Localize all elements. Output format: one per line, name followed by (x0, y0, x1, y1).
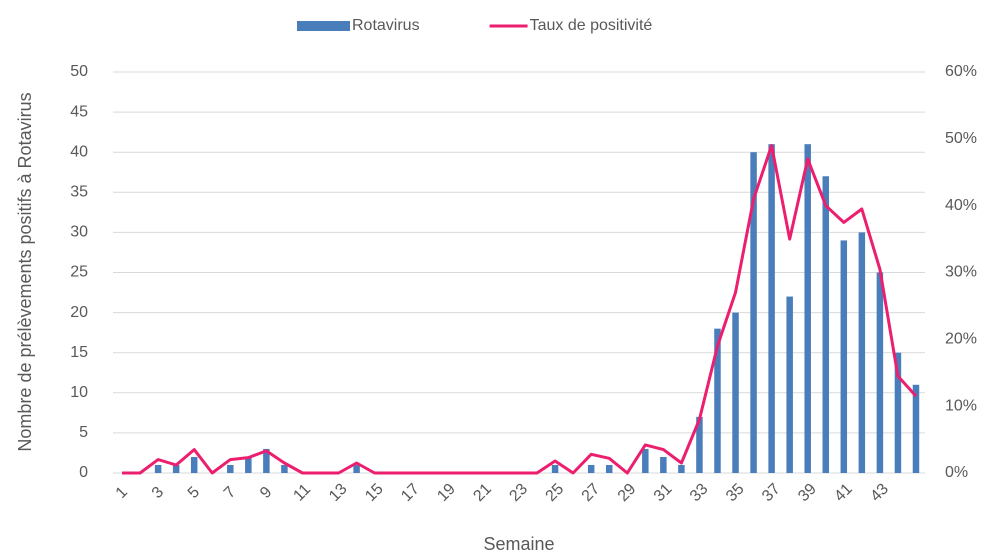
y2-tick-label: 40% (945, 197, 977, 214)
x-tick-label: 35 (723, 480, 748, 505)
bar (263, 448, 270, 473)
bar (696, 416, 703, 473)
x-tick-label: 37 (759, 480, 784, 505)
x-tick-label: 11 (290, 481, 314, 505)
bar (587, 464, 595, 473)
y2-tick-label: 0% (945, 464, 968, 481)
bar (804, 144, 811, 473)
x-tick-label: 5 (185, 484, 203, 502)
y-tick-label: 25 (70, 264, 88, 281)
bar (714, 328, 721, 473)
legend-label: Taux de positivité (530, 17, 653, 34)
bar (786, 296, 793, 473)
x-tick-label: 21 (470, 480, 495, 505)
bar (353, 464, 360, 473)
y2-tick-label: 50% (945, 130, 977, 147)
bar (822, 176, 830, 473)
x-tick-label: 7 (221, 484, 239, 502)
x-tick-label: 9 (257, 484, 275, 502)
x-tick-label: 25 (543, 480, 568, 505)
y-tick-label: 40 (70, 143, 88, 160)
y2-tick-label: 20% (945, 331, 977, 348)
y-tick-label: 30 (70, 224, 88, 241)
y-tick-label: 10 (70, 384, 88, 401)
bar (912, 384, 920, 473)
x-tick-label: 15 (362, 480, 387, 505)
bar (172, 464, 180, 473)
bar (227, 464, 234, 473)
legend-label: Rotavirus (352, 17, 420, 34)
y-tick-label: 0 (79, 464, 88, 481)
x-tick-label: 13 (326, 480, 351, 505)
x-tick-label: 23 (506, 480, 531, 505)
bar (154, 464, 162, 473)
y-tick-label: 15 (70, 344, 88, 361)
x-tick-label: 33 (687, 480, 712, 505)
bar (678, 464, 685, 473)
bar (858, 232, 866, 473)
y-tick-label: 35 (70, 184, 88, 201)
y-axis-title: Nombre de prélèvements positifs à Rotavi… (15, 92, 35, 451)
bar (768, 144, 775, 473)
x-tick-label: 41 (831, 480, 856, 505)
bar (281, 464, 288, 473)
bar (732, 312, 739, 473)
x-tick-label: 43 (867, 480, 892, 505)
y-tick-label: 5 (79, 424, 88, 441)
legend-swatch (297, 21, 350, 31)
x-tick-label: 27 (579, 480, 604, 505)
y-tick-label: 20 (70, 304, 88, 321)
x-tick-label: 39 (795, 480, 820, 505)
bar (642, 448, 649, 473)
y2-tick-label: 10% (945, 397, 977, 414)
y-tick-label: 45 (70, 103, 88, 120)
bar (190, 456, 198, 473)
bar (894, 352, 902, 473)
x-axis-title: Semaine (483, 534, 554, 554)
bar (245, 456, 252, 473)
x-tick-label: 3 (149, 484, 167, 502)
x-tick-label: 1 (113, 484, 131, 502)
y-tick-label: 50 (70, 63, 88, 80)
bar (840, 240, 848, 473)
bar (551, 464, 559, 473)
bar (750, 152, 757, 473)
x-tick-label: 31 (651, 480, 676, 505)
bar (876, 272, 884, 473)
bar (605, 464, 613, 473)
y2-tick-label: 30% (945, 264, 977, 281)
y2-tick-label: 60% (945, 63, 977, 80)
x-tick-label: 17 (398, 480, 423, 505)
line (122, 144, 918, 475)
x-tick-label: 29 (615, 480, 640, 505)
x-tick-label: 19 (434, 480, 459, 505)
bar (660, 456, 667, 473)
